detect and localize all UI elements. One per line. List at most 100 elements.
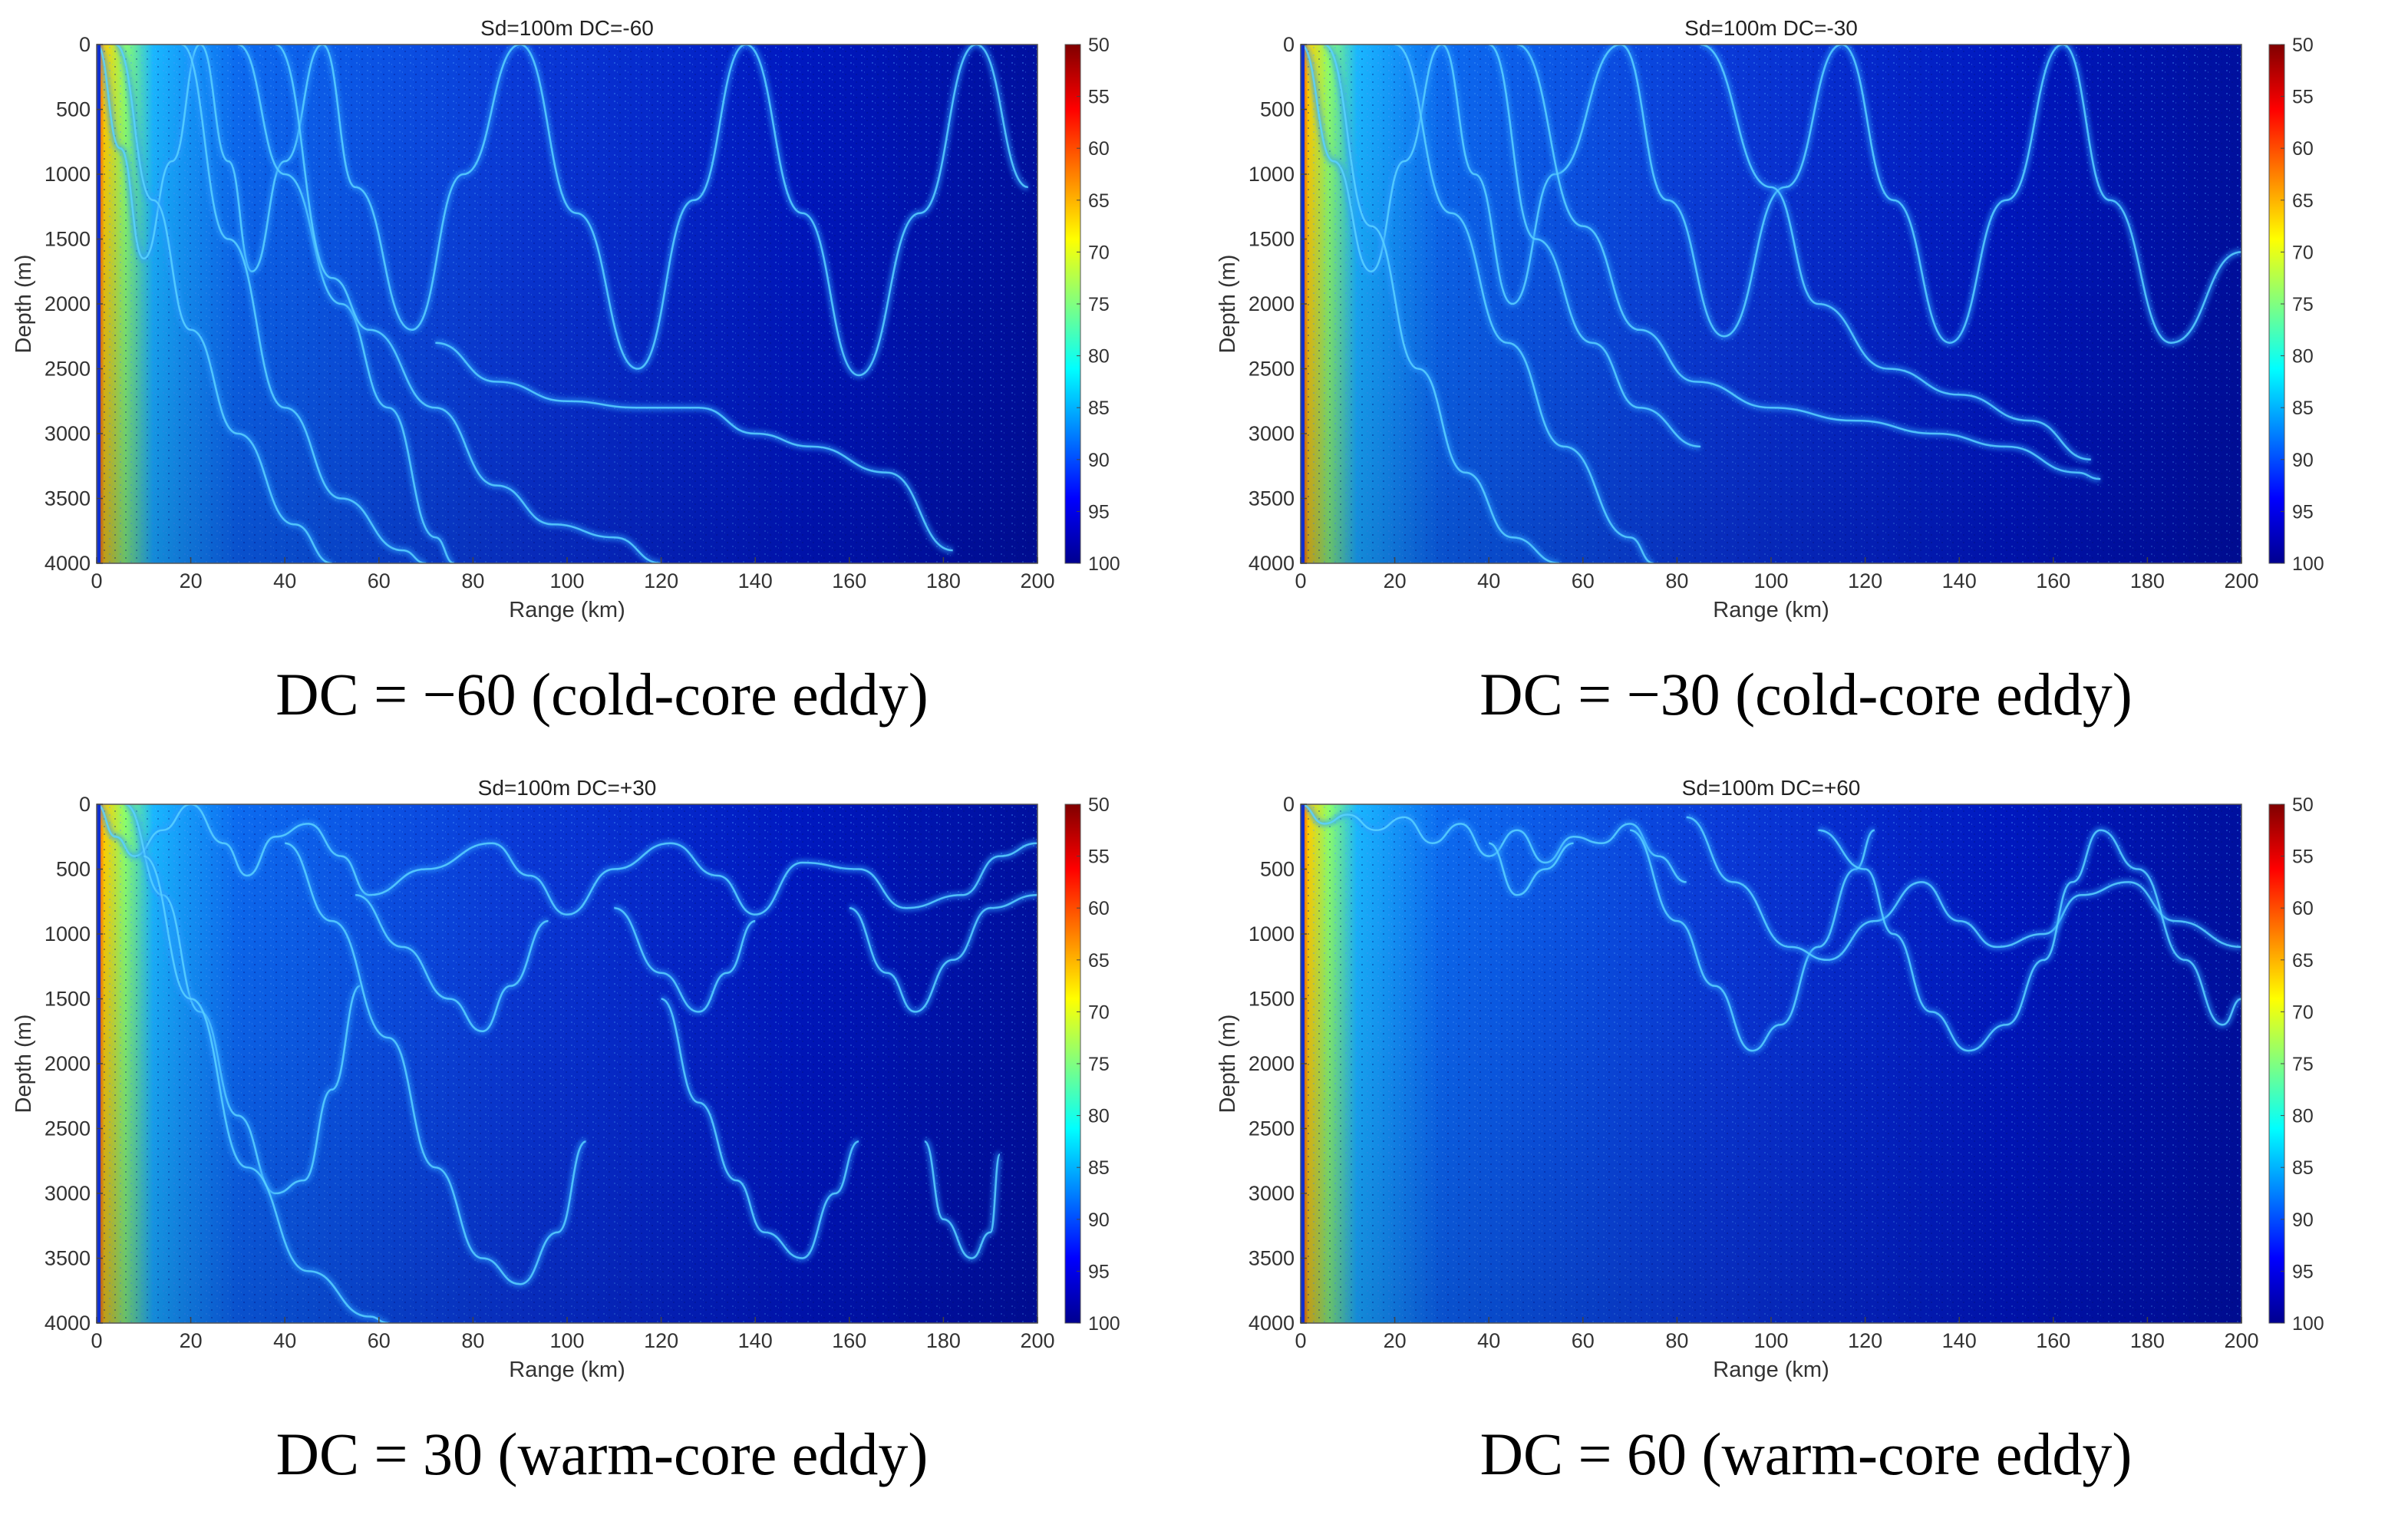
colorbar-tick-label: 85 xyxy=(2292,398,2314,419)
x-tick-label: 140 xyxy=(1942,1329,1977,1352)
colorbar-tick-label: 80 xyxy=(2292,346,2314,368)
chart-title: Sd=100m DC=+30 xyxy=(478,776,657,800)
x-tick-label: 100 xyxy=(1753,569,1788,592)
ray-path xyxy=(355,894,549,1033)
colorbar-tick-label: 50 xyxy=(2292,794,2314,816)
colorbar-tick-label: 50 xyxy=(2292,35,2314,56)
chart-title: Sd=100m DC=-30 xyxy=(1684,16,1858,40)
chart-panel: Sd=100m DC=-30 0 20 40 60 80 100 120 140 160 180 20… xyxy=(1204,0,2408,758)
heatmap-shade xyxy=(1301,804,2241,1323)
x-tick-label: 120 xyxy=(1848,569,1882,592)
colorbar-tick-label: 50 xyxy=(1088,794,1110,816)
colorbar-tick-label: 65 xyxy=(1088,950,1110,972)
y-tick-label: 3000 xyxy=(45,1182,91,1205)
y-axis-label: Depth (m) xyxy=(12,255,36,354)
colorbar-tick-label: 100 xyxy=(1088,553,1120,575)
x-tick-label: 60 xyxy=(1572,569,1595,592)
colorbar-tick-label: 60 xyxy=(2292,898,2314,919)
ray-path xyxy=(275,45,661,563)
ray-path xyxy=(1394,45,1654,563)
colorbar-tick-label: 75 xyxy=(1088,294,1110,315)
colorbar-tick-label: 60 xyxy=(2292,138,2314,160)
ray-path xyxy=(1324,45,1560,563)
colorbar-tick-label: 75 xyxy=(2292,294,2314,315)
x-tick-label: 40 xyxy=(1477,1329,1500,1352)
x-tick-label: 60 xyxy=(1572,1329,1595,1352)
y-tick-label: 2500 xyxy=(1249,358,1295,381)
y-tick-label: 500 xyxy=(56,98,91,121)
x-tick-label: 120 xyxy=(644,569,678,592)
colorbar-tick-label: 65 xyxy=(2292,190,2314,212)
x-tick-label: 200 xyxy=(1020,1329,1054,1352)
colorbar-tick-label: 95 xyxy=(2292,1261,2314,1282)
colorbar-tick-label: 55 xyxy=(1088,846,1110,868)
x-tick-label: 180 xyxy=(2130,569,2165,592)
ray-path xyxy=(180,45,427,563)
y-tick-label: 1500 xyxy=(1249,988,1295,1011)
x-tick-label: 20 xyxy=(1384,569,1407,592)
ray-path xyxy=(1818,829,2241,1052)
x-tick-label: 60 xyxy=(368,1329,391,1352)
y-tick-label: 4000 xyxy=(45,1312,91,1335)
chart-panel: Sd=100m DC=+60 0 20 40 60 80 100 120 140 160 180 20… xyxy=(1204,760,2408,1518)
colorbar-tick-label: 95 xyxy=(1088,1261,1110,1282)
x-tick-label: 0 xyxy=(91,1329,102,1352)
y-tick-label: 1500 xyxy=(1249,228,1295,251)
x-axis-label: Range (km) xyxy=(1713,598,1829,622)
y-tick-label: 3500 xyxy=(1249,487,1295,510)
y-tick-label: 3500 xyxy=(45,1247,91,1270)
x-tick-label: 20 xyxy=(180,1329,203,1352)
x-tick-label: 120 xyxy=(644,1329,678,1352)
colorbar-tick-label: 75 xyxy=(1088,1054,1110,1075)
y-tick-label: 2000 xyxy=(45,292,91,315)
x-axis-label: Range (km) xyxy=(509,1358,625,1382)
x-tick-label: 0 xyxy=(91,569,102,592)
colorbar-tick-label: 65 xyxy=(1088,190,1110,212)
y-axis-label: Depth (m) xyxy=(1216,255,1240,354)
ray-path xyxy=(115,45,332,563)
colorbar-tick-label: 95 xyxy=(1088,501,1110,523)
y-tick-label: 500 xyxy=(1260,858,1295,881)
ray-path xyxy=(1488,842,1574,896)
colorbar-tick-label: 70 xyxy=(1088,242,1110,263)
heatmap-shade xyxy=(97,45,1037,563)
chart-panel: Sd=100m DC=+30 0 20 40 60 80 100 120 140 160 180 20… xyxy=(0,760,1204,1518)
ray-path xyxy=(435,342,953,552)
y-axis-label: Depth (m) xyxy=(1216,1015,1240,1114)
colorbar-tick-label: 80 xyxy=(1088,346,1110,368)
x-tick-label: 0 xyxy=(1295,569,1306,592)
x-tick-label: 0 xyxy=(1295,1329,1306,1352)
colorbar-tick-label: 75 xyxy=(2292,1054,2314,1075)
y-tick-label: 3500 xyxy=(1249,1247,1295,1270)
heatmap-chart: Sd=100m DC=-30 0 20 40 60 80 100 120 140 160 180 20… xyxy=(1216,16,2324,622)
y-tick-label: 2500 xyxy=(1249,1117,1295,1140)
y-tick-label: 2000 xyxy=(1249,1052,1295,1075)
x-tick-label: 180 xyxy=(926,569,961,592)
x-tick-label: 80 xyxy=(1665,1329,1688,1352)
ray-path xyxy=(1488,45,1701,448)
ray-path xyxy=(1301,45,2241,344)
y-tick-label: 1000 xyxy=(1249,163,1295,186)
colorbar-tick-label: 90 xyxy=(1088,1209,1110,1231)
colorbar-tick-label: 100 xyxy=(1088,1313,1120,1335)
y-tick-label: 2500 xyxy=(45,1117,91,1140)
colorbar-tick-label: 70 xyxy=(2292,1002,2314,1023)
x-tick-label: 160 xyxy=(2036,1329,2070,1352)
y-tick-label: 0 xyxy=(79,793,91,816)
x-axis-label: Range (km) xyxy=(1713,1358,1829,1382)
y-tick-label: 1000 xyxy=(45,922,91,945)
x-tick-label: 160 xyxy=(2036,569,2070,592)
x-tick-label: 40 xyxy=(273,569,296,592)
y-tick-label: 2500 xyxy=(45,358,91,381)
y-tick-label: 1000 xyxy=(45,163,91,186)
x-tick-label: 20 xyxy=(180,569,203,592)
x-tick-label: 180 xyxy=(926,1329,961,1352)
ray-path xyxy=(614,906,756,1013)
x-tick-label: 100 xyxy=(549,569,584,592)
y-tick-label: 3000 xyxy=(1249,422,1295,445)
ray-path xyxy=(924,1140,1001,1259)
x-tick-label: 120 xyxy=(1848,1329,1882,1352)
y-tick-label: 4000 xyxy=(1249,1312,1295,1335)
colorbar-tick-label: 100 xyxy=(2292,1313,2324,1335)
y-tick-label: 3000 xyxy=(45,422,91,445)
